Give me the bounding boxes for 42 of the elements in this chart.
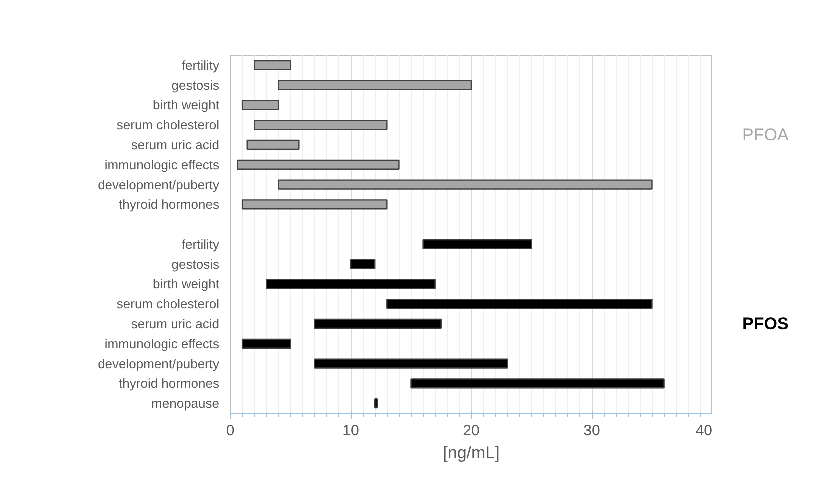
x-tick-label: 40 [696,422,713,440]
x-tick-label: 0 [226,422,235,440]
bar [254,60,292,71]
bar [242,338,292,349]
y-tick-label: gestosis [172,256,220,272]
bar [237,160,400,170]
x-tick-label: 20 [463,422,480,440]
bar [266,279,436,290]
y-tick-label: serum uric acid [131,138,220,152]
y-tick-label: menopause [152,396,220,412]
text: PFOA [742,126,790,145]
bar [246,140,300,150]
bar [386,299,653,310]
y-tick-label: birth weight [153,98,220,113]
y-tick-label: gestosis [172,78,220,93]
y-tick-label: thyroid hormones [119,197,220,212]
bar [422,239,532,250]
x-axis-title: [ng/mL] [443,444,500,462]
y-tick-label: serum cholesterol [116,118,220,133]
bar [278,80,472,90]
y-tick-label: thyroid hormones [119,376,220,392]
bar [242,100,280,110]
y-tick-label: birth weight [153,276,220,292]
y-tick-label: serum cholesterol [116,296,220,312]
bar [314,358,508,369]
bar [254,120,388,130]
bar [242,200,388,210]
x-tick-label: 30 [584,422,600,440]
y-tick-label: fertility [182,236,220,252]
bar [350,259,376,270]
y-tick-label: fertility [182,58,220,73]
bar [374,398,378,409]
bar [410,378,665,389]
y-tick-label: immunologic effects [104,336,220,352]
bar [278,180,653,190]
y-tick-label: serum uric acid [131,316,220,332]
x-tick-label: 10 [342,422,360,440]
bar [314,318,442,330]
y-tick-label: development/puberty [98,356,220,372]
y-tick-label: development/puberty [98,177,220,192]
text: PFOS [742,314,789,334]
y-tick-label: immunologic effects [104,157,220,172]
